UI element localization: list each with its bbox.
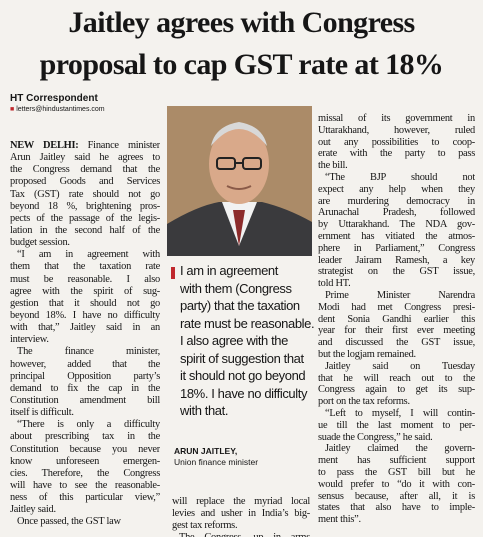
text-line: Arunachal Pradesh, followed xyxy=(318,207,475,219)
text-line: are murdering democracy in xyxy=(318,195,475,207)
text-line: cies. Therefore, the Congress xyxy=(10,467,160,479)
dateline: NEW DELHI: xyxy=(10,140,79,151)
email: letters@hindustantimes.com xyxy=(16,106,105,113)
email-row: ■ letters@hindustantimes.com xyxy=(10,106,105,113)
text-line: principal Opposition party’s xyxy=(10,370,160,382)
text-line: year for their first ever meeting xyxy=(318,325,475,337)
pull-quote: I am in agreement with them (Congress part… xyxy=(180,262,315,420)
text-line: missal of its government in xyxy=(318,113,475,124)
text-line: them that the taxation rate xyxy=(10,261,160,273)
text-line: gest tax reforms. xyxy=(172,520,238,531)
text-line: phere in Parliament,” Congress xyxy=(318,242,475,254)
text-line: Uttarakhand, however, ruled xyxy=(318,124,475,136)
bullet-icon: ■ xyxy=(10,106,17,113)
byline: HT Correspondent ■ letters@hindustantime… xyxy=(10,93,105,113)
text-line: agree with the spirit of sug- xyxy=(10,285,160,297)
quote-line: party) that the taxation xyxy=(180,298,300,313)
text-line: know unforeseen emergen- xyxy=(10,455,160,467)
photo xyxy=(167,106,312,256)
text-line: Congress again to get its sup- xyxy=(318,384,475,396)
text-line: suade the Congress,” he said. xyxy=(318,431,433,443)
text-line: will replace the myriad local xyxy=(172,496,310,507)
column: missal of its government in Uttarakhand, … xyxy=(318,113,475,526)
text-line: ment has sufficient support xyxy=(318,455,475,467)
text-line: “I am in agreement with xyxy=(17,249,160,261)
text-line: proposed Goods and Services xyxy=(10,176,160,188)
text-line: the Congress demand that the xyxy=(10,164,160,176)
quote-line: rate must be reasonable. xyxy=(180,315,315,331)
text-line: ernment has vitiated the atmos- xyxy=(318,230,475,242)
text-line: and discussed the GST issue, xyxy=(318,337,475,349)
text-line: would prefer to “do it with con- xyxy=(318,478,475,490)
quote-line: I also agree with the xyxy=(180,333,288,348)
text-line: beyond 18 %, brightening pros- xyxy=(10,200,160,212)
text-line: dent Sonia Gandhi earlier this xyxy=(318,313,475,325)
text-line: Once passed, the GST law xyxy=(17,516,121,528)
text-line: will have to see the reasonable- xyxy=(10,479,160,491)
text-line: lation in the second half of the xyxy=(10,224,160,236)
text-line: erate with the party to pass xyxy=(318,148,475,160)
text-line: “There is only a difficulty xyxy=(17,419,160,431)
text: Finance minister xyxy=(87,140,160,151)
text-line: Jaitley said on Tuesday xyxy=(325,360,475,372)
text-line: port on the tax reforms. xyxy=(318,396,410,408)
text-line: ue till the last moment to per- xyxy=(318,419,475,431)
column: NEW DELHI: Finance minister Arun Jaitley … xyxy=(10,140,160,529)
text-line: must be reasonable. I also xyxy=(10,273,160,285)
quote-line: with them (Congress xyxy=(180,280,292,296)
text-line: ment this”. xyxy=(318,514,361,526)
text-line: expect any help when they xyxy=(318,183,475,195)
text-line: leader Jairam Ramesh, a key xyxy=(318,254,475,266)
text-line: interview. xyxy=(10,334,49,346)
text-line: ness of this particular view,” xyxy=(10,492,160,504)
text-line: the bill. xyxy=(318,160,348,172)
quote-line: spirit of suggestion that xyxy=(180,350,304,366)
text-line: Prime Minister Narendra xyxy=(325,289,475,301)
text-line: by Uttarakhand. The NDA gov- xyxy=(318,219,475,231)
text-line: Modi had met Congress presi- xyxy=(318,301,475,313)
text-line: demand to fix the cap in the xyxy=(10,382,160,394)
text-line: Jaitley said. xyxy=(10,504,56,516)
text-line: The Congress, up in arms xyxy=(172,532,310,537)
text-line: “Left to myself, I will contin- xyxy=(325,407,475,419)
text-line: pects of the passage of the legis- xyxy=(10,212,160,224)
headline: proposal to cap GST rate at 18% xyxy=(39,48,444,81)
quote-marker xyxy=(171,267,175,279)
quote-line: it should not go beyond xyxy=(180,368,306,383)
text-line: Jaitley claimed the govern- xyxy=(325,443,475,455)
text-line: itself is difficult. xyxy=(10,407,74,419)
text-line: with that,” Jaitley said in an xyxy=(10,322,160,334)
text-line: NEW DELHI: Finance minister xyxy=(10,140,160,152)
text-line: budget session. xyxy=(10,237,70,249)
text-line: “The BJP should not xyxy=(325,171,475,183)
text-line: about prescribing tax in the xyxy=(10,431,160,443)
text-line: beyond 18%. I have no difficulty xyxy=(10,309,160,321)
text-line: levies and usher in India’s big- xyxy=(172,508,310,519)
author: HT Correspondent xyxy=(10,93,98,104)
text-line: The finance minister, xyxy=(17,346,160,358)
text-line: strategist on the GST issue, xyxy=(318,266,475,278)
text-line: but the logjam remained. xyxy=(318,348,416,360)
text-line: states that also have to imple- xyxy=(318,502,475,514)
quote-line: I am in agreement xyxy=(180,263,278,278)
text-line: sensus because, after all, it is xyxy=(318,490,475,502)
headline: Jaitley agrees with Congress xyxy=(68,6,415,39)
text-line: however, added that the xyxy=(10,358,160,370)
quote-line: 18%. I have no difficulty xyxy=(180,385,308,401)
attribution-title: Union finance minister xyxy=(174,457,259,467)
text-line: to pass the GST bill but he xyxy=(318,466,475,478)
text-line: told HT. xyxy=(318,278,351,290)
attribution-name: ARUN JAITLEY, xyxy=(174,446,238,456)
text-line: Constitution amendment bill xyxy=(10,394,160,406)
text-line: out any possibilities to coop- xyxy=(318,136,475,148)
column: will replace the myriad local levies and … xyxy=(172,496,310,537)
text-line: Arun Jaitley said he agrees to xyxy=(10,152,160,164)
text-line: gestion that it should not go xyxy=(10,297,160,309)
quote-line: with that. xyxy=(180,403,229,418)
attribution: ARUN JAITLEY, Union finance minister xyxy=(174,446,258,468)
text-line: Tax (GST) rate should not go xyxy=(10,188,160,200)
text-line: that he will reach out to the xyxy=(318,372,475,384)
text-line: Constitution because you never xyxy=(10,443,160,455)
